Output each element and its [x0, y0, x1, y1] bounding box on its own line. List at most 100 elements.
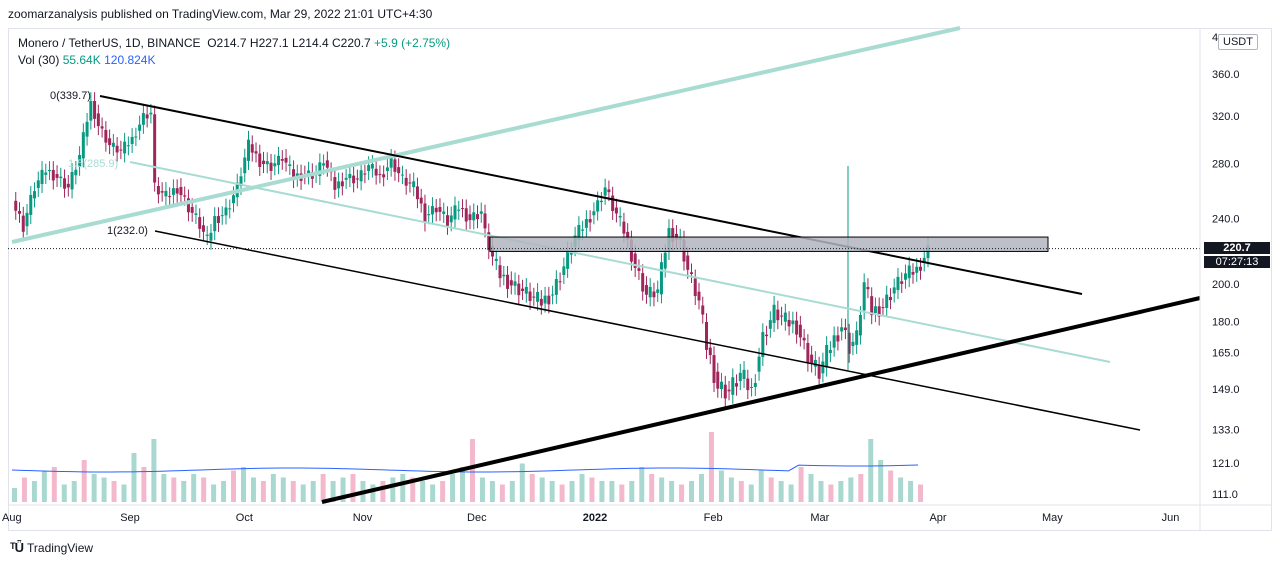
- volume-bar: [141, 467, 147, 502]
- volume-bar: [908, 481, 914, 502]
- volume-bar: [81, 460, 87, 502]
- candle-body: [427, 214, 431, 216]
- currency-button[interactable]: USDT: [1218, 34, 1258, 50]
- volume-bar: [808, 474, 814, 502]
- candle-body: [348, 174, 352, 179]
- volume-bar: [12, 488, 17, 502]
- last-price-tag: 220.7: [1204, 242, 1270, 254]
- volume-bar: [201, 477, 207, 502]
- candle-body: [547, 295, 551, 305]
- candle-body: [74, 169, 78, 176]
- candle-body: [156, 185, 160, 195]
- candle-body: [70, 171, 74, 190]
- candle-body: [367, 165, 371, 172]
- volume-bar: [689, 481, 695, 502]
- volume-value: 55.64K: [62, 53, 101, 67]
- volume-bar: [748, 484, 754, 502]
- candle-body: [186, 198, 190, 213]
- candle-body: [558, 281, 562, 283]
- candle-body: [468, 214, 472, 221]
- candle-body: [532, 296, 536, 298]
- time-tick-label: Jun: [1162, 512, 1180, 524]
- volume-bar: [460, 467, 466, 502]
- footer: ᵀǕ TradingView: [10, 540, 93, 555]
- candle-body: [119, 149, 123, 151]
- volume-bar: [41, 470, 47, 502]
- candle-body: [509, 280, 513, 286]
- volume-bar: [330, 481, 336, 502]
- candle-body: [44, 172, 48, 175]
- volume-bar: [71, 481, 77, 502]
- price-tick-label: 111.0: [1212, 489, 1238, 501]
- candle-body: [209, 232, 213, 241]
- volume-bar: [300, 484, 306, 502]
- volume-bar: [549, 481, 555, 502]
- chart-legend: Monero / TetherUS, 1D, BINANCE O214.7 H2…: [18, 35, 450, 69]
- volume-bar: [430, 484, 436, 502]
- candle-body: [40, 169, 44, 184]
- volume-bar: [290, 481, 296, 502]
- candle-body: [66, 183, 70, 188]
- price-tick-label: 180.0: [1212, 316, 1240, 328]
- candle-body: [644, 285, 648, 295]
- symbol-title[interactable]: Monero / TetherUS, 1D, BINANCE: [18, 36, 201, 50]
- candle-body: [847, 332, 851, 354]
- volume-bar: [250, 477, 256, 502]
- candle-body: [686, 255, 690, 270]
- candle-body: [528, 291, 532, 301]
- candle-body: [216, 216, 220, 223]
- volume-bar: [61, 484, 67, 502]
- candle-body: [810, 354, 814, 364]
- candle-body: [100, 126, 104, 129]
- candle-body: [171, 188, 175, 195]
- volume-bar: [171, 477, 177, 502]
- time-tick-label: May: [1042, 512, 1063, 524]
- candle-body: [273, 163, 277, 167]
- fib-label: 1.5(285.9): [68, 158, 118, 170]
- candle-body: [862, 282, 866, 311]
- candle-body: [14, 200, 18, 211]
- volume-bar: [181, 481, 187, 502]
- high-value: H227.1: [249, 36, 289, 50]
- candle-body: [25, 212, 29, 227]
- candle-body: [457, 209, 461, 211]
- candle-body: [179, 186, 183, 196]
- candle-body: [918, 266, 922, 271]
- candle-body: [288, 164, 292, 167]
- candle-body: [689, 272, 693, 274]
- candle-body: [637, 268, 641, 271]
- volume-bar: [410, 477, 416, 502]
- candle-body: [802, 337, 806, 341]
- volume-bar: [718, 470, 724, 502]
- tradingview-logo-icon: ᵀǕ: [10, 540, 24, 555]
- candle-body: [415, 186, 419, 200]
- channel-bottom-line: [154, 230, 1141, 431]
- volume-bar: [848, 477, 854, 502]
- candle-body: [55, 174, 59, 178]
- price-tick-label: 240.0: [1212, 214, 1240, 226]
- candle-body: [539, 298, 543, 306]
- candle-body: [85, 121, 89, 137]
- candle-body: [708, 347, 712, 356]
- volume-bar: [91, 474, 97, 502]
- volume-bar: [211, 484, 217, 502]
- volume-bar: [489, 481, 495, 502]
- volume-bar: [370, 484, 376, 502]
- price-tick-label: 320.0: [1212, 111, 1240, 123]
- candle-body: [626, 231, 630, 240]
- time-tick-label: 2022: [583, 512, 607, 524]
- candle-body: [671, 228, 675, 242]
- candle-body: [596, 200, 600, 212]
- volume-bar: [380, 481, 386, 502]
- volume-bar: [728, 477, 734, 502]
- candle-body: [757, 356, 761, 372]
- volume-label[interactable]: Vol (30): [18, 53, 60, 67]
- time-tick-label: Dec: [467, 512, 487, 524]
- time-tick-label: Oct: [236, 512, 253, 524]
- candle-body: [250, 144, 254, 153]
- candle-body: [476, 214, 480, 220]
- candle-body: [716, 371, 720, 389]
- candle-body: [738, 372, 742, 382]
- candle-body: [29, 194, 33, 215]
